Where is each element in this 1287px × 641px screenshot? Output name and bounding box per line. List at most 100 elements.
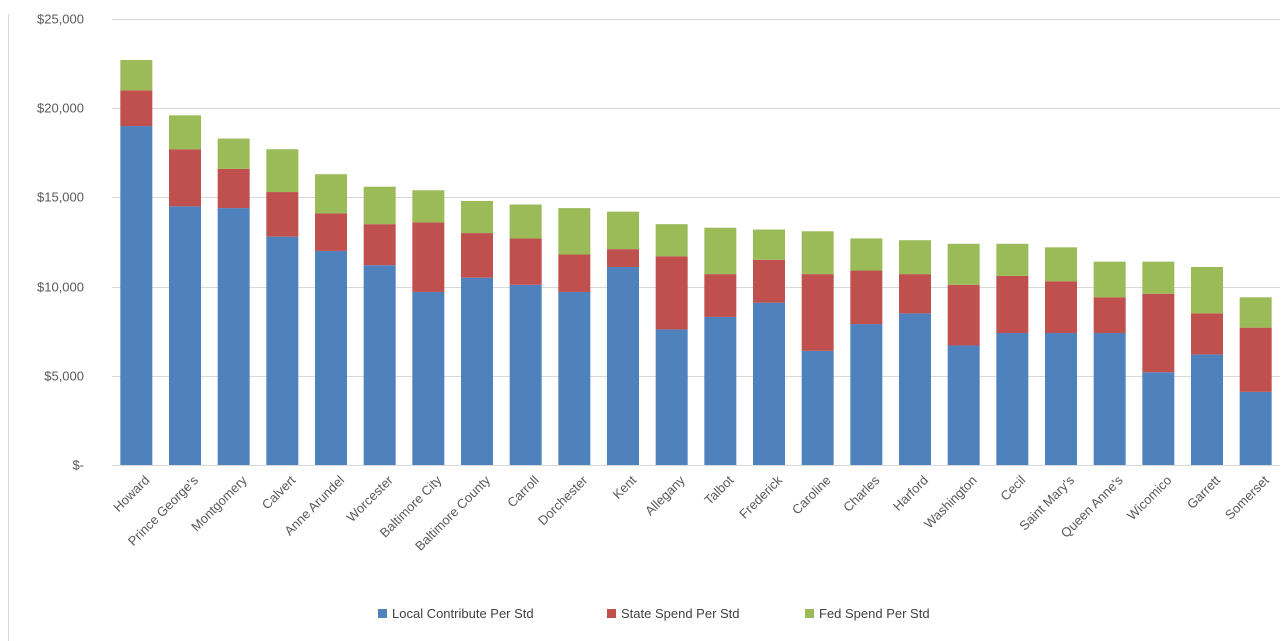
x-category-label: Dorchester [535,472,591,528]
bar-fed-spend-per-std-somerset [1239,297,1272,328]
bar-fed-spend-per-std-carroll [509,204,542,239]
bar-local-contribute-per-std-baltimore-city [412,291,445,465]
bar-state-spend-per-std-talbot [704,274,737,317]
bar-stack-carroll [509,204,542,465]
bar-local-contribute-per-std-worcester [363,265,396,465]
bar-local-contribute-per-std-harford [899,313,931,465]
x-category-label: Howard [110,473,152,515]
bar-state-spend-per-std-cecil [996,275,1029,333]
bar-fed-spend-per-std-baltimore-county [461,200,493,234]
bar-stack-cecil [996,243,1029,465]
bar-state-spend-per-std-baltimore-county [461,233,493,278]
x-category-label: Charles [840,472,883,515]
bar-state-spend-per-std-harford [899,274,931,314]
bar-local-contribute-per-std-washington [947,345,980,465]
y-tick-label: $- [72,458,84,473]
bar-fed-spend-per-std-kent [607,211,639,250]
bar-fed-spend-per-std-saint-mary-s [1045,247,1077,282]
bar-stack-montgomery [217,138,250,465]
bar-state-spend-per-std-baltimore-city [412,222,445,292]
bar-local-contribute-per-std-frederick [753,302,785,465]
bar-stack-saint-mary-s [1045,247,1077,465]
bar-fed-spend-per-std-garrett [1191,266,1223,314]
bar-local-contribute-per-std-saint-mary-s [1045,332,1077,465]
legend: Local Contribute Per Std State Spend Per … [378,606,930,621]
x-category-label: Carroll [504,472,542,510]
bar-fed-spend-per-std-wicomico [1142,261,1175,294]
bar-stack-garrett [1191,266,1223,465]
legend-label: State Spend Per Std [621,606,740,621]
bar-fed-spend-per-std-dorchester [558,208,591,255]
x-category-label: Washington [921,473,980,532]
bar-local-contribute-per-std-somerset [1239,391,1272,465]
y-tick-label: $10,000 [37,280,84,295]
bar-fed-spend-per-std-talbot [704,227,737,275]
bar-state-spend-per-std-saint-mary-s [1045,281,1077,333]
bar-fed-spend-per-std-baltimore-city [412,190,445,223]
bar-local-contribute-per-std-prince-george-s [169,206,201,465]
bar-state-spend-per-std-calvert [266,192,299,237]
bar-fed-spend-per-std-queen-anne-s [1093,261,1126,298]
x-category-label: Caroline [789,473,834,518]
bar-stack-caroline [801,231,834,465]
x-category-label: Allegany [642,472,688,518]
y-tick-label: $5,000 [44,369,84,384]
legend-swatch [378,609,387,618]
y-axis-ticks: $- $5,000 $10,000 $15,000 $20,000 $25,000 [37,12,84,473]
bar-local-contribute-per-std-wicomico [1142,372,1175,465]
bar-local-contribute-per-std-cecil [996,332,1029,465]
bar-fed-spend-per-std-harford [899,240,931,275]
bar-local-contribute-per-std-howard [120,126,153,465]
bar-state-spend-per-std-worcester [363,224,396,266]
bar-stack-anne-arundel [315,174,347,465]
legend-label: Local Contribute Per Std [392,606,534,621]
bar-local-contribute-per-std-allegany [655,329,688,465]
bar-local-contribute-per-std-montgomery [217,208,250,465]
bar-local-contribute-per-std-baltimore-county [461,277,493,465]
bar-state-spend-per-std-wicomico [1142,293,1175,373]
y-tick-label: $25,000 [37,12,84,27]
x-category-label: Calvert [259,472,299,512]
bar-state-spend-per-std-somerset [1239,327,1272,392]
bar-stack-wicomico [1142,261,1175,465]
y-tick-label: $15,000 [37,190,84,205]
bar-state-spend-per-std-anne-arundel [315,213,347,251]
bar-stack-baltimore-city [412,190,445,465]
y-tick-label: $20,000 [37,101,84,116]
bar-fed-spend-per-std-montgomery [217,138,250,169]
bar-local-contribute-per-std-garrett [1191,354,1223,465]
bar-stack-dorchester [558,208,591,465]
bar-local-contribute-per-std-caroline [801,350,834,465]
bar-state-spend-per-std-montgomery [217,168,250,209]
bar-fed-spend-per-std-caroline [801,231,834,275]
bar-state-spend-per-std-charles [850,270,883,325]
bar-stack-calvert [266,149,299,465]
bar-fed-spend-per-std-howard [120,60,153,91]
x-category-label: Garrett [1184,472,1223,511]
bar-state-spend-per-std-frederick [753,259,785,303]
bar-state-spend-per-std-kent [607,249,639,267]
x-category-label: Cecil [997,472,1028,503]
bar-fed-spend-per-std-worcester [363,186,396,225]
bar-fed-spend-per-std-washington [947,243,980,285]
legend-item-state-spend-per-std: State Spend Per Std [607,606,740,621]
bar-local-contribute-per-std-calvert [266,236,299,465]
bars [120,60,1272,465]
bar-fed-spend-per-std-cecil [996,243,1029,276]
chart-border [8,14,9,641]
legend-label: Fed Spend Per Std [819,606,930,621]
x-category-label: Frederick [736,472,785,521]
bar-local-contribute-per-std-talbot [704,316,737,465]
legend-swatch [607,609,616,618]
bar-fed-spend-per-std-prince-george-s [169,115,201,150]
bar-state-spend-per-std-prince-george-s [169,149,201,207]
gridlines [112,19,1280,466]
bar-stack-kent [607,211,639,465]
bar-state-spend-per-std-dorchester [558,254,591,292]
bar-stack-washington [947,243,980,465]
bar-local-contribute-per-std-carroll [509,284,542,465]
bar-local-contribute-per-std-queen-anne-s [1093,332,1126,465]
bar-fed-spend-per-std-allegany [655,224,688,257]
